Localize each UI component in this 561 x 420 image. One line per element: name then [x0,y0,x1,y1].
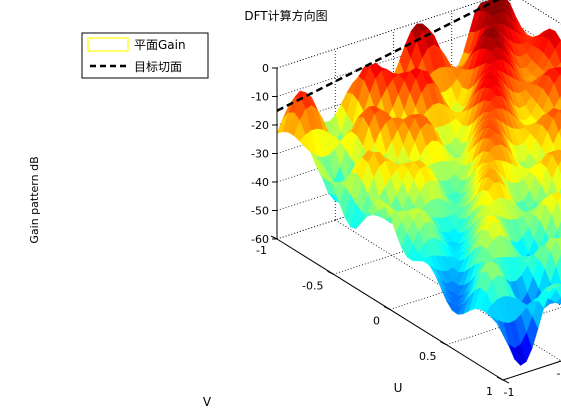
legend-label-surface: 平面Gain [134,38,186,52]
z-tick-label: -10 [251,91,269,104]
surface-patch [558,128,561,140]
v-tick-label: 1 [486,385,493,398]
u-axis-line [502,360,561,381]
z-axis-label: Gain pattern dB [28,156,41,243]
gain-surface [276,0,561,366]
box-edge [276,0,487,69]
z-tick-label: -40 [251,176,269,189]
z-tick-label: -60 [251,233,269,246]
surface-patch [497,323,509,347]
x-axis-label: V [203,395,212,409]
v-tick-label: 0.5 [419,350,437,363]
z-tick-label: -30 [251,148,269,161]
v-tick [496,376,504,381]
legend-label-slice: 目标切面 [134,60,182,74]
z-tick-label: 0 [262,62,269,75]
v-tick-label: -0.5 [302,279,323,292]
chart-title: DFT计算方向图 [244,8,327,23]
v-tick-label: 0 [373,315,380,328]
tick-labels: 0-10-20-30-40-50-60-1-0.500.51-1-0.500.5… [251,62,561,399]
u-tick-label: -0.5 [557,367,561,380]
v-tick-label: -1 [256,244,267,257]
legend: 平面Gain 目标切面 [81,32,209,79]
v-tick [270,235,278,240]
z-tick-label: -20 [251,119,269,132]
z-tick-label: -50 [251,205,269,218]
v-tick [383,306,391,310]
surface-patch [557,161,561,177]
v-tick [327,270,334,275]
legend-swatch-surface [87,37,129,52]
u-tick [502,379,510,384]
u-tick-label: -1 [504,386,515,399]
axes-front [270,67,561,384]
y-axis-label: U [394,381,403,395]
v-tick [440,341,447,346]
